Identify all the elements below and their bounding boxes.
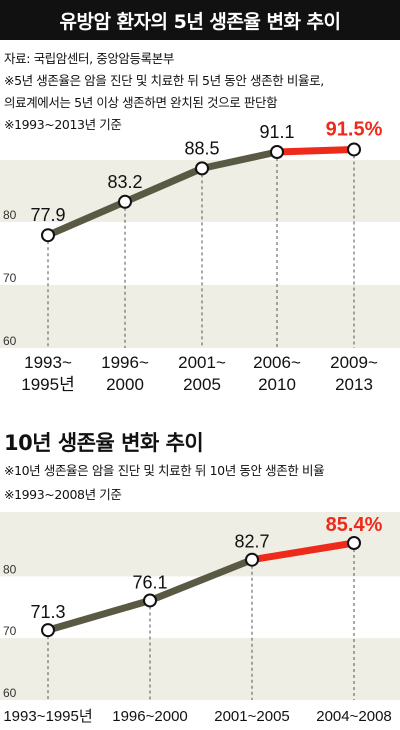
x-tick-label: 2009~ (330, 353, 378, 372)
chart-title: 유방암 환자의 5년 생존율 변화 추이 (0, 0, 400, 40)
y-tick-label: 60 (3, 686, 17, 700)
data-label: 71.3 (30, 602, 65, 622)
band-lower (0, 638, 400, 700)
x-tick-label: 1996~ (101, 353, 149, 372)
band-lower (0, 284, 400, 348)
data-label: 76.1 (132, 572, 167, 592)
y-tick-label: 60 (3, 334, 17, 348)
data-point (245, 552, 259, 567)
x-tick-label: 2000 (106, 375, 144, 394)
x-tick-label: 2013 (335, 375, 373, 394)
definition-note-cont: 의료계에서는 5년 이상 생존하면 완치된 것으로 판단함 (4, 95, 278, 110)
data-point (195, 161, 209, 176)
series-line-highlight (276, 145, 355, 156)
series-line-highlight (251, 539, 355, 564)
source-note: 자료: 국립암센터, 중앙암등록본부 (4, 51, 174, 66)
data-point (118, 194, 132, 209)
data-point (41, 623, 55, 638)
section2-title: 10년 생존율 변화 추이 (4, 431, 204, 455)
data-point (41, 228, 55, 243)
data-point (347, 536, 361, 550)
x-tick-label: 2006~ (253, 353, 301, 372)
ten-year-period-note: ※1993~2008년 기준 (4, 487, 122, 502)
x-tick-label: 2001~ (178, 353, 226, 372)
data-label: 77.9 (30, 205, 65, 225)
data-label: 91.1 (259, 122, 294, 142)
x-tick-label: 2004~2008 (316, 708, 392, 725)
data-point (347, 142, 361, 157)
definition-note: ※5년 생존율은 암을 진단 및 치료한 뒤 5년 동안 생존한 비율로, (4, 73, 324, 88)
x-tick-label: 1993~ (24, 353, 72, 372)
data-label: 83.2 (107, 172, 142, 192)
x-tick-label: 1996~2000 (112, 708, 188, 725)
y-tick-label: 70 (3, 271, 17, 285)
data-label: 88.5 (184, 138, 219, 158)
data-point (143, 593, 157, 608)
five-year-survival-chart: 60 70 80 77.9 83.2 88.5 91.1 91.5% 1993~ 1995년 199… (0, 118, 400, 394)
data-label: 91.5% (326, 118, 383, 140)
series-line (46, 148, 278, 239)
data-point (270, 145, 284, 159)
y-tick-label: 70 (3, 624, 17, 638)
x-tick-label: 1993~1995년 (3, 708, 92, 725)
y-tick-label: 80 (3, 208, 17, 222)
y-tick-label: 80 (3, 562, 17, 576)
ten-year-definition-note: ※10년 생존율은 암을 진단 및 치료한 뒤 10년 동안 생존한 비율 (4, 463, 325, 478)
data-label: 85.4% (326, 514, 383, 536)
data-label: 82.7 (234, 532, 269, 552)
x-tick-label: 2005 (183, 375, 221, 394)
period-note: ※1993~2013년 기준 (4, 117, 122, 132)
x-tick-label: 1995년 (21, 375, 74, 394)
x-tick-label: 2010 (258, 375, 296, 394)
x-tick-label: 2001~2005 (214, 708, 290, 725)
